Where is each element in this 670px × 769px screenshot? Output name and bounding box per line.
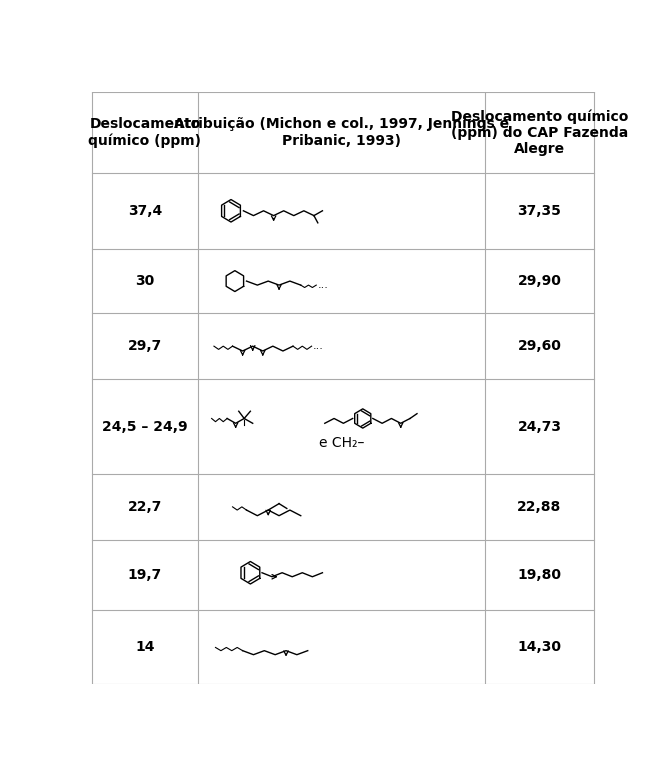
Text: 22,88: 22,88 bbox=[517, 500, 561, 514]
Text: 29,7: 29,7 bbox=[128, 339, 162, 353]
Text: ...: ... bbox=[318, 280, 329, 290]
Text: e CH₂–: e CH₂– bbox=[319, 435, 364, 450]
Text: 14,30: 14,30 bbox=[517, 641, 561, 654]
Text: 24,5 – 24,9: 24,5 – 24,9 bbox=[102, 420, 188, 434]
Text: 19,7: 19,7 bbox=[128, 568, 162, 582]
Text: Deslocamento químico
(ppm) do CAP Fazenda
Alegre: Deslocamento químico (ppm) do CAP Fazend… bbox=[451, 109, 628, 156]
Text: Atribuição (Michon e col., 1997, Jennings e
Pribanic, 1993): Atribuição (Michon e col., 1997, Jenning… bbox=[174, 118, 509, 148]
Text: 30: 30 bbox=[135, 274, 155, 288]
Text: 29,60: 29,60 bbox=[517, 339, 561, 353]
Text: 37,4: 37,4 bbox=[128, 204, 162, 218]
Text: 29,90: 29,90 bbox=[517, 274, 561, 288]
Text: 22,7: 22,7 bbox=[128, 500, 162, 514]
Text: 24,73: 24,73 bbox=[517, 420, 561, 434]
Text: ...: ... bbox=[313, 341, 324, 351]
Text: Deslocamento
químico (ppm): Deslocamento químico (ppm) bbox=[88, 117, 202, 148]
Text: 19,80: 19,80 bbox=[517, 568, 561, 582]
Text: 14: 14 bbox=[135, 641, 155, 654]
Text: 37,35: 37,35 bbox=[517, 204, 561, 218]
